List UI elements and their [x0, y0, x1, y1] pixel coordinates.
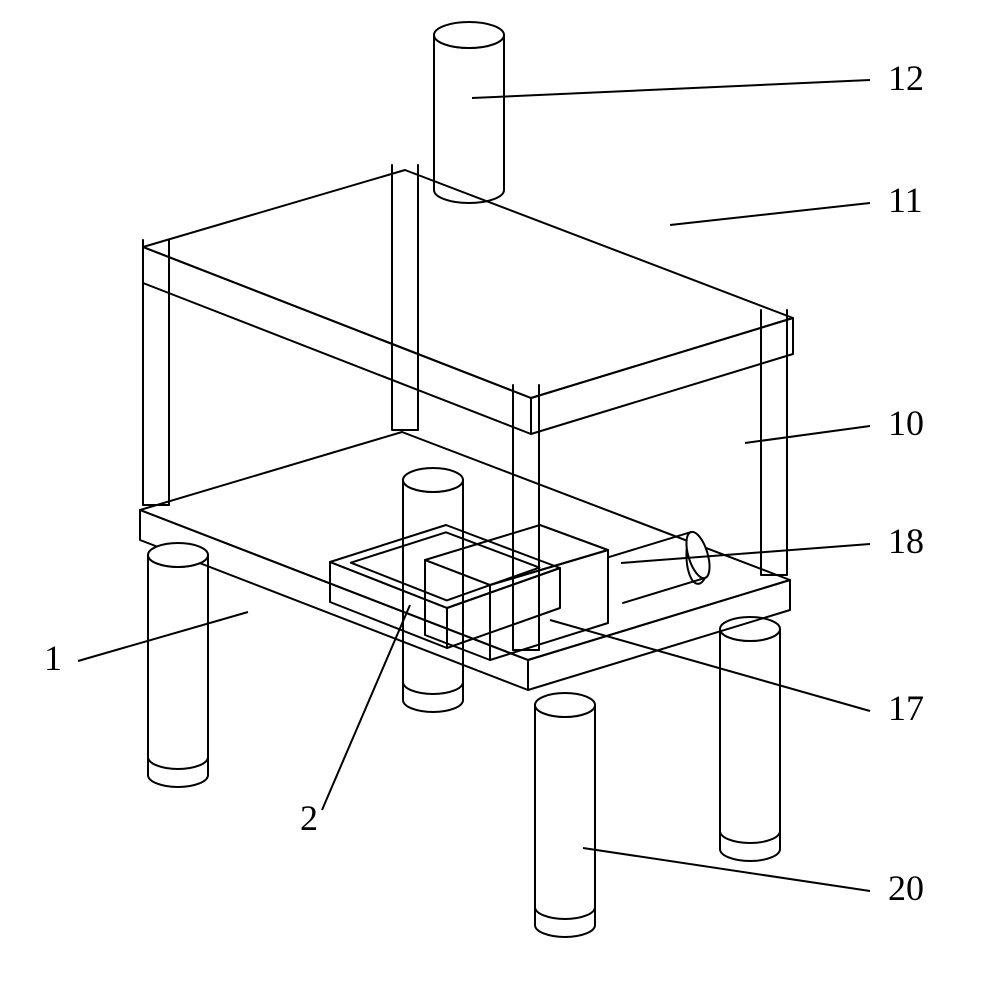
label-10: 10: [888, 403, 924, 443]
label-17: 17: [888, 688, 924, 728]
label-18: 18: [888, 521, 924, 561]
label-1: 1: [44, 638, 62, 678]
label-20: 20: [888, 868, 924, 908]
label-11: 11: [888, 180, 923, 220]
label-12: 12: [888, 58, 924, 98]
diagram-svg: 12 11 10 18 1 17 2 20: [0, 0, 989, 1000]
label-2: 2: [300, 798, 318, 838]
